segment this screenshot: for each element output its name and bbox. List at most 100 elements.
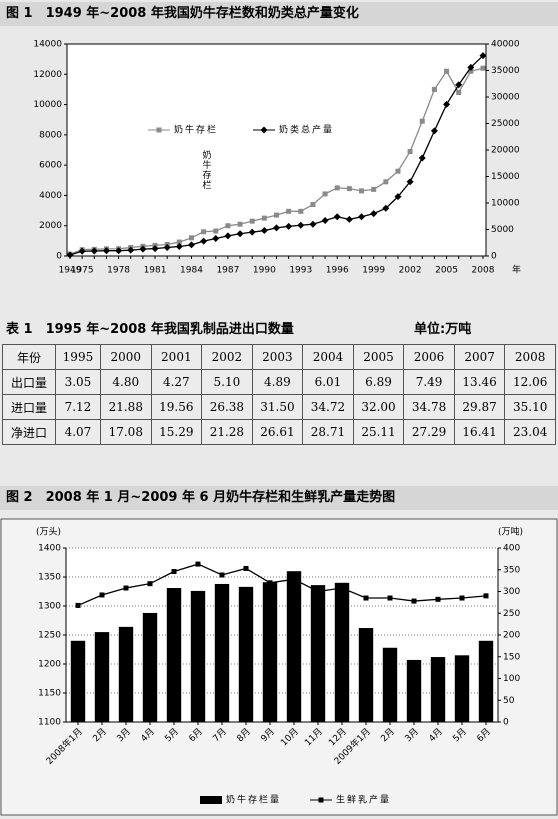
marker (195, 561, 201, 567)
marker (171, 568, 177, 574)
marker (273, 224, 280, 232)
legend-label: 奶牛存栏 (174, 124, 218, 136)
marker (387, 595, 393, 601)
y-tick-label: 10000 (33, 100, 62, 110)
table-row: 年份 1995 2000 2001 2002 2003 2004 2005 2006 2007 20… (2, 344, 556, 370)
marker (260, 227, 268, 235)
marker (468, 68, 474, 74)
bar (454, 655, 470, 722)
bar (118, 626, 134, 722)
marker (358, 213, 366, 221)
cell: 31.50 (251, 394, 304, 420)
header-cell: 2001 (150, 344, 203, 370)
x-tick-label: 1996 (326, 266, 349, 276)
y2-tick-label: 150 (503, 652, 520, 662)
marker (443, 100, 451, 108)
cell: 25.11 (352, 419, 405, 445)
marker (139, 245, 147, 253)
plot-area (66, 43, 487, 257)
marker (345, 215, 353, 223)
cell: 15.29 (150, 419, 203, 445)
cell: 23.04 (504, 419, 556, 445)
marker (310, 202, 316, 208)
marker (213, 228, 219, 234)
x-tick-label: 1993 (289, 266, 312, 276)
marker (176, 239, 182, 245)
figure-caption: 图 2 2008 年 1 月~2009 年 6 月奶牛存栏和生鲜乳产量走势图 (0, 486, 558, 510)
marker (394, 193, 402, 201)
marker (163, 244, 171, 252)
marker (315, 589, 321, 594)
marker (66, 251, 74, 259)
cell: 6.89 (352, 369, 405, 395)
marker (479, 52, 487, 60)
marker (334, 185, 340, 191)
table-unit: 单位:万吨 (414, 322, 472, 337)
marker (459, 595, 465, 601)
table-row: 出口量 3.05 4.80 4.27 5.10 4.89 6.01 6.89 7.49 13.46… (2, 369, 556, 395)
marker (407, 149, 413, 155)
marker (480, 65, 486, 71)
header-cell: 2002 (201, 344, 253, 370)
x-tick-label: 1949 (59, 266, 82, 276)
cell: 7.12 (54, 394, 102, 420)
cell: 34.78 (403, 394, 455, 420)
y-axis-label: (万头) (36, 527, 61, 538)
y-tick-label: 12000 (33, 70, 62, 80)
marker (346, 186, 352, 192)
y2-tick-label: 250 (503, 609, 520, 619)
marker (382, 204, 390, 212)
marker (151, 245, 159, 253)
cell: 4.80 (100, 369, 152, 395)
marker (212, 235, 220, 243)
marker (219, 572, 225, 578)
marker (406, 178, 414, 186)
cell: 4.89 (251, 369, 304, 395)
y2-tick-label: 35000 (491, 66, 520, 76)
marker (249, 218, 255, 224)
bar (310, 585, 326, 722)
x-tick-label: 2002 (399, 266, 422, 276)
marker (201, 229, 207, 235)
x-axis-label: 年 (512, 264, 521, 276)
marker (363, 595, 369, 601)
legend-label: 生鲜乳产量 (336, 794, 391, 806)
marker (309, 220, 317, 228)
bar (478, 640, 494, 722)
y2-tick-label: 300 (503, 587, 520, 597)
marker (370, 210, 378, 218)
cell: 32.00 (352, 394, 405, 420)
cell: 29.87 (453, 394, 506, 420)
x-tick-label: 1978 (107, 266, 130, 276)
marker (260, 126, 268, 134)
cell: 16.41 (453, 419, 506, 445)
marker (359, 188, 365, 194)
marker (286, 208, 292, 214)
header-cell: 2006 (403, 344, 455, 370)
marker (78, 247, 86, 255)
x-tick-label: 1981 (144, 266, 167, 276)
marker (274, 212, 279, 218)
marker (297, 221, 305, 229)
marker (418, 154, 426, 162)
y-tick-label: 8000 (39, 130, 62, 140)
cell: 6.01 (302, 369, 354, 395)
y-tick-label: 1400 (38, 544, 61, 554)
marker (102, 247, 110, 255)
marker (483, 593, 489, 599)
cell: 12.06 (504, 369, 556, 395)
y-tick-label: 1200 (38, 660, 61, 670)
header-cell: 2003 (251, 344, 304, 370)
marker (115, 247, 123, 255)
legend-swatch (200, 796, 222, 804)
marker (419, 118, 425, 124)
bar (430, 657, 446, 722)
cell: 5.10 (201, 369, 253, 395)
y2-tick-label: 30000 (491, 93, 520, 103)
marker (127, 246, 135, 254)
cell: 34.72 (302, 394, 354, 420)
marker (383, 179, 389, 185)
marker (237, 221, 243, 227)
marker (467, 63, 475, 71)
